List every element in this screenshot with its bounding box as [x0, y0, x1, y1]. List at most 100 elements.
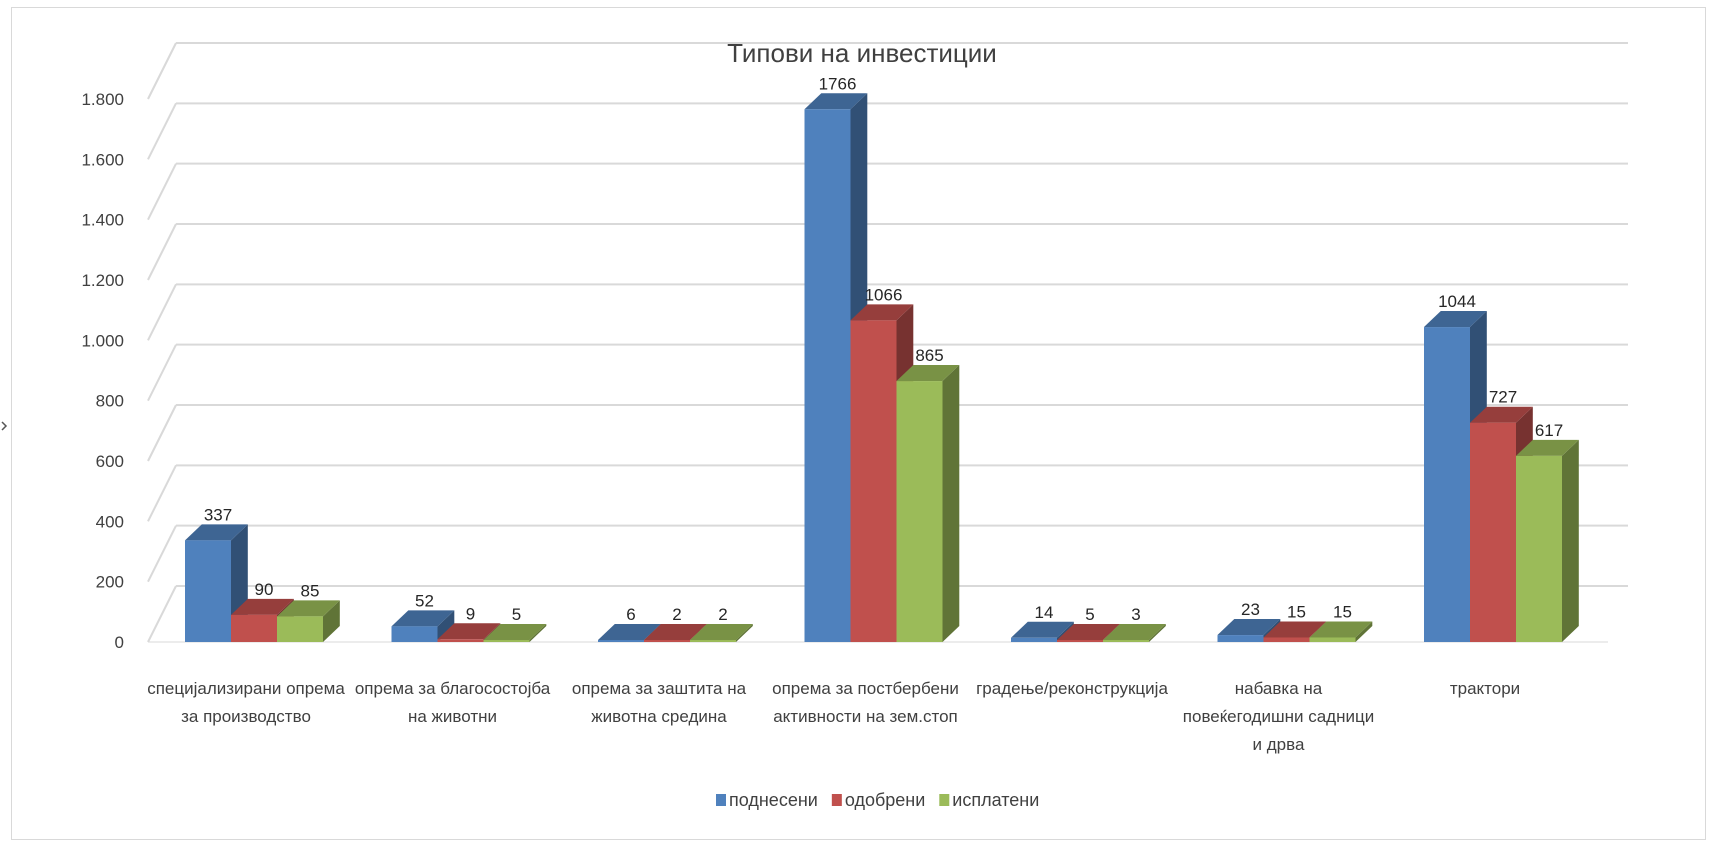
- legend-item-одобрени[interactable]: одобрени: [831, 790, 925, 810]
- bar-side: [736, 624, 753, 642]
- bar-front: [1470, 422, 1516, 642]
- bar-front: [896, 381, 943, 642]
- bar-top: [644, 624, 707, 640]
- bar-front: [1103, 640, 1149, 642]
- y-tick-label: 600: [96, 452, 124, 471]
- legend-label: одобрени: [845, 790, 925, 810]
- y-tick-label: 1.200: [81, 271, 124, 290]
- bar-front: [1011, 637, 1057, 642]
- bar-top: [1057, 624, 1120, 640]
- data-label: 337: [204, 505, 232, 524]
- legend-item-исплатени[interactable]: исплатени: [939, 790, 1039, 810]
- bar-front: [1057, 640, 1103, 642]
- data-label: 2: [672, 605, 681, 624]
- gridline-depth: [147, 585, 177, 643]
- bar-side: [1562, 439, 1579, 642]
- bar-исплатени[interactable]: [1103, 624, 1166, 642]
- bar-исплатени[interactable]: [277, 600, 340, 642]
- gridline-depth: [147, 163, 177, 221]
- bar-front: [231, 614, 277, 642]
- bar-front: [1263, 637, 1310, 642]
- gridline-depth: [147, 404, 177, 462]
- data-label: 865: [915, 346, 943, 365]
- data-label: 617: [1535, 421, 1563, 440]
- bar-top: [437, 623, 501, 640]
- bar-front: [1516, 455, 1562, 642]
- data-label: 9: [466, 604, 475, 623]
- gridline-depth: [147, 283, 177, 341]
- bar-front: [391, 626, 438, 642]
- bar-top: [850, 304, 914, 321]
- bar-top: [804, 93, 868, 110]
- x-category-label: опрема за постбербени активности на зем.с…: [772, 679, 959, 726]
- x-category-label: опрема за заштита на животна средина: [572, 679, 747, 726]
- data-label: 1066: [865, 285, 903, 304]
- legend-item-поднесени[interactable]: поднесени: [716, 790, 818, 810]
- bar-top: [277, 600, 340, 617]
- bars: [185, 93, 1579, 643]
- bar-front: [1309, 637, 1356, 642]
- bar-front: [690, 640, 736, 642]
- y-tick-label: 0: [115, 633, 124, 652]
- x-category-label: набавка на повеќегодишни садници и дрва: [1183, 679, 1374, 754]
- bar-top: [1217, 619, 1281, 636]
- bar-исплатени[interactable]: [1516, 439, 1579, 642]
- bar-исплатени[interactable]: [896, 365, 960, 642]
- legend[interactable]: поднесени одобрени исплатени: [716, 790, 1039, 810]
- gridline-depth: [147, 102, 177, 160]
- data-label: 5: [1085, 605, 1094, 624]
- legend-swatch: [831, 794, 842, 806]
- y-tick-label: 1.000: [81, 331, 124, 350]
- bar-поднесени[interactable]: [185, 524, 248, 642]
- bar-исплатени[interactable]: [483, 624, 547, 642]
- data-label: 6: [626, 605, 635, 624]
- bar-поднесени[interactable]: [391, 610, 455, 642]
- data-label: 14: [1035, 603, 1054, 622]
- bar-front: [1217, 635, 1264, 642]
- bar-front: [644, 640, 690, 642]
- bar-side: [942, 365, 960, 642]
- x-category-label: специјализирани опрема за производство: [147, 679, 345, 726]
- bar-front: [1424, 327, 1470, 642]
- bar-front: [483, 640, 530, 642]
- bar-front: [437, 639, 484, 642]
- bar-исплатени[interactable]: [690, 624, 753, 642]
- bar-top: [483, 624, 547, 640]
- bar-top: [896, 365, 960, 382]
- gridline-depth: [147, 223, 177, 281]
- bar-side: [1355, 621, 1373, 642]
- bar-front: [850, 320, 897, 642]
- y-tick-label: 1.600: [81, 150, 124, 169]
- data-label: 90: [255, 580, 274, 599]
- data-label: 727: [1489, 388, 1517, 407]
- bar-top: [1103, 624, 1166, 640]
- y-tick-label: 800: [96, 392, 124, 411]
- bar-top: [1470, 406, 1533, 423]
- bar-side: [437, 610, 455, 642]
- gridline-depth: [147, 344, 177, 402]
- bar-front: [185, 540, 231, 642]
- x-category-label: трактори: [1450, 679, 1520, 698]
- data-label: 1766: [819, 74, 857, 93]
- bar-front: [277, 616, 323, 642]
- edge-mark: [1, 421, 8, 431]
- legend-swatch: [716, 794, 726, 806]
- bar-top: [1309, 621, 1373, 638]
- y-tick-label: 400: [96, 512, 124, 531]
- bar-top: [598, 624, 661, 640]
- gridline-depth: [147, 464, 177, 522]
- data-label: 15: [1287, 602, 1306, 621]
- bar-front: [804, 109, 851, 643]
- legend-label: поднесени: [729, 790, 818, 810]
- legend-swatch: [939, 794, 950, 806]
- bar-front: [598, 640, 644, 642]
- y-tick-label: 200: [96, 573, 124, 592]
- data-label: 15: [1333, 602, 1352, 621]
- y-axis: 0 200 400 600 800 1.000 1.200 1.400 1.600 1.800: [81, 90, 124, 652]
- bar-исплатени[interactable]: [1309, 621, 1373, 642]
- data-label: 5: [512, 605, 521, 624]
- y-tick-label: 1.400: [81, 211, 124, 230]
- gridline-depth: [147, 525, 177, 583]
- bar-top: [1424, 311, 1487, 328]
- bar-top: [185, 524, 248, 541]
